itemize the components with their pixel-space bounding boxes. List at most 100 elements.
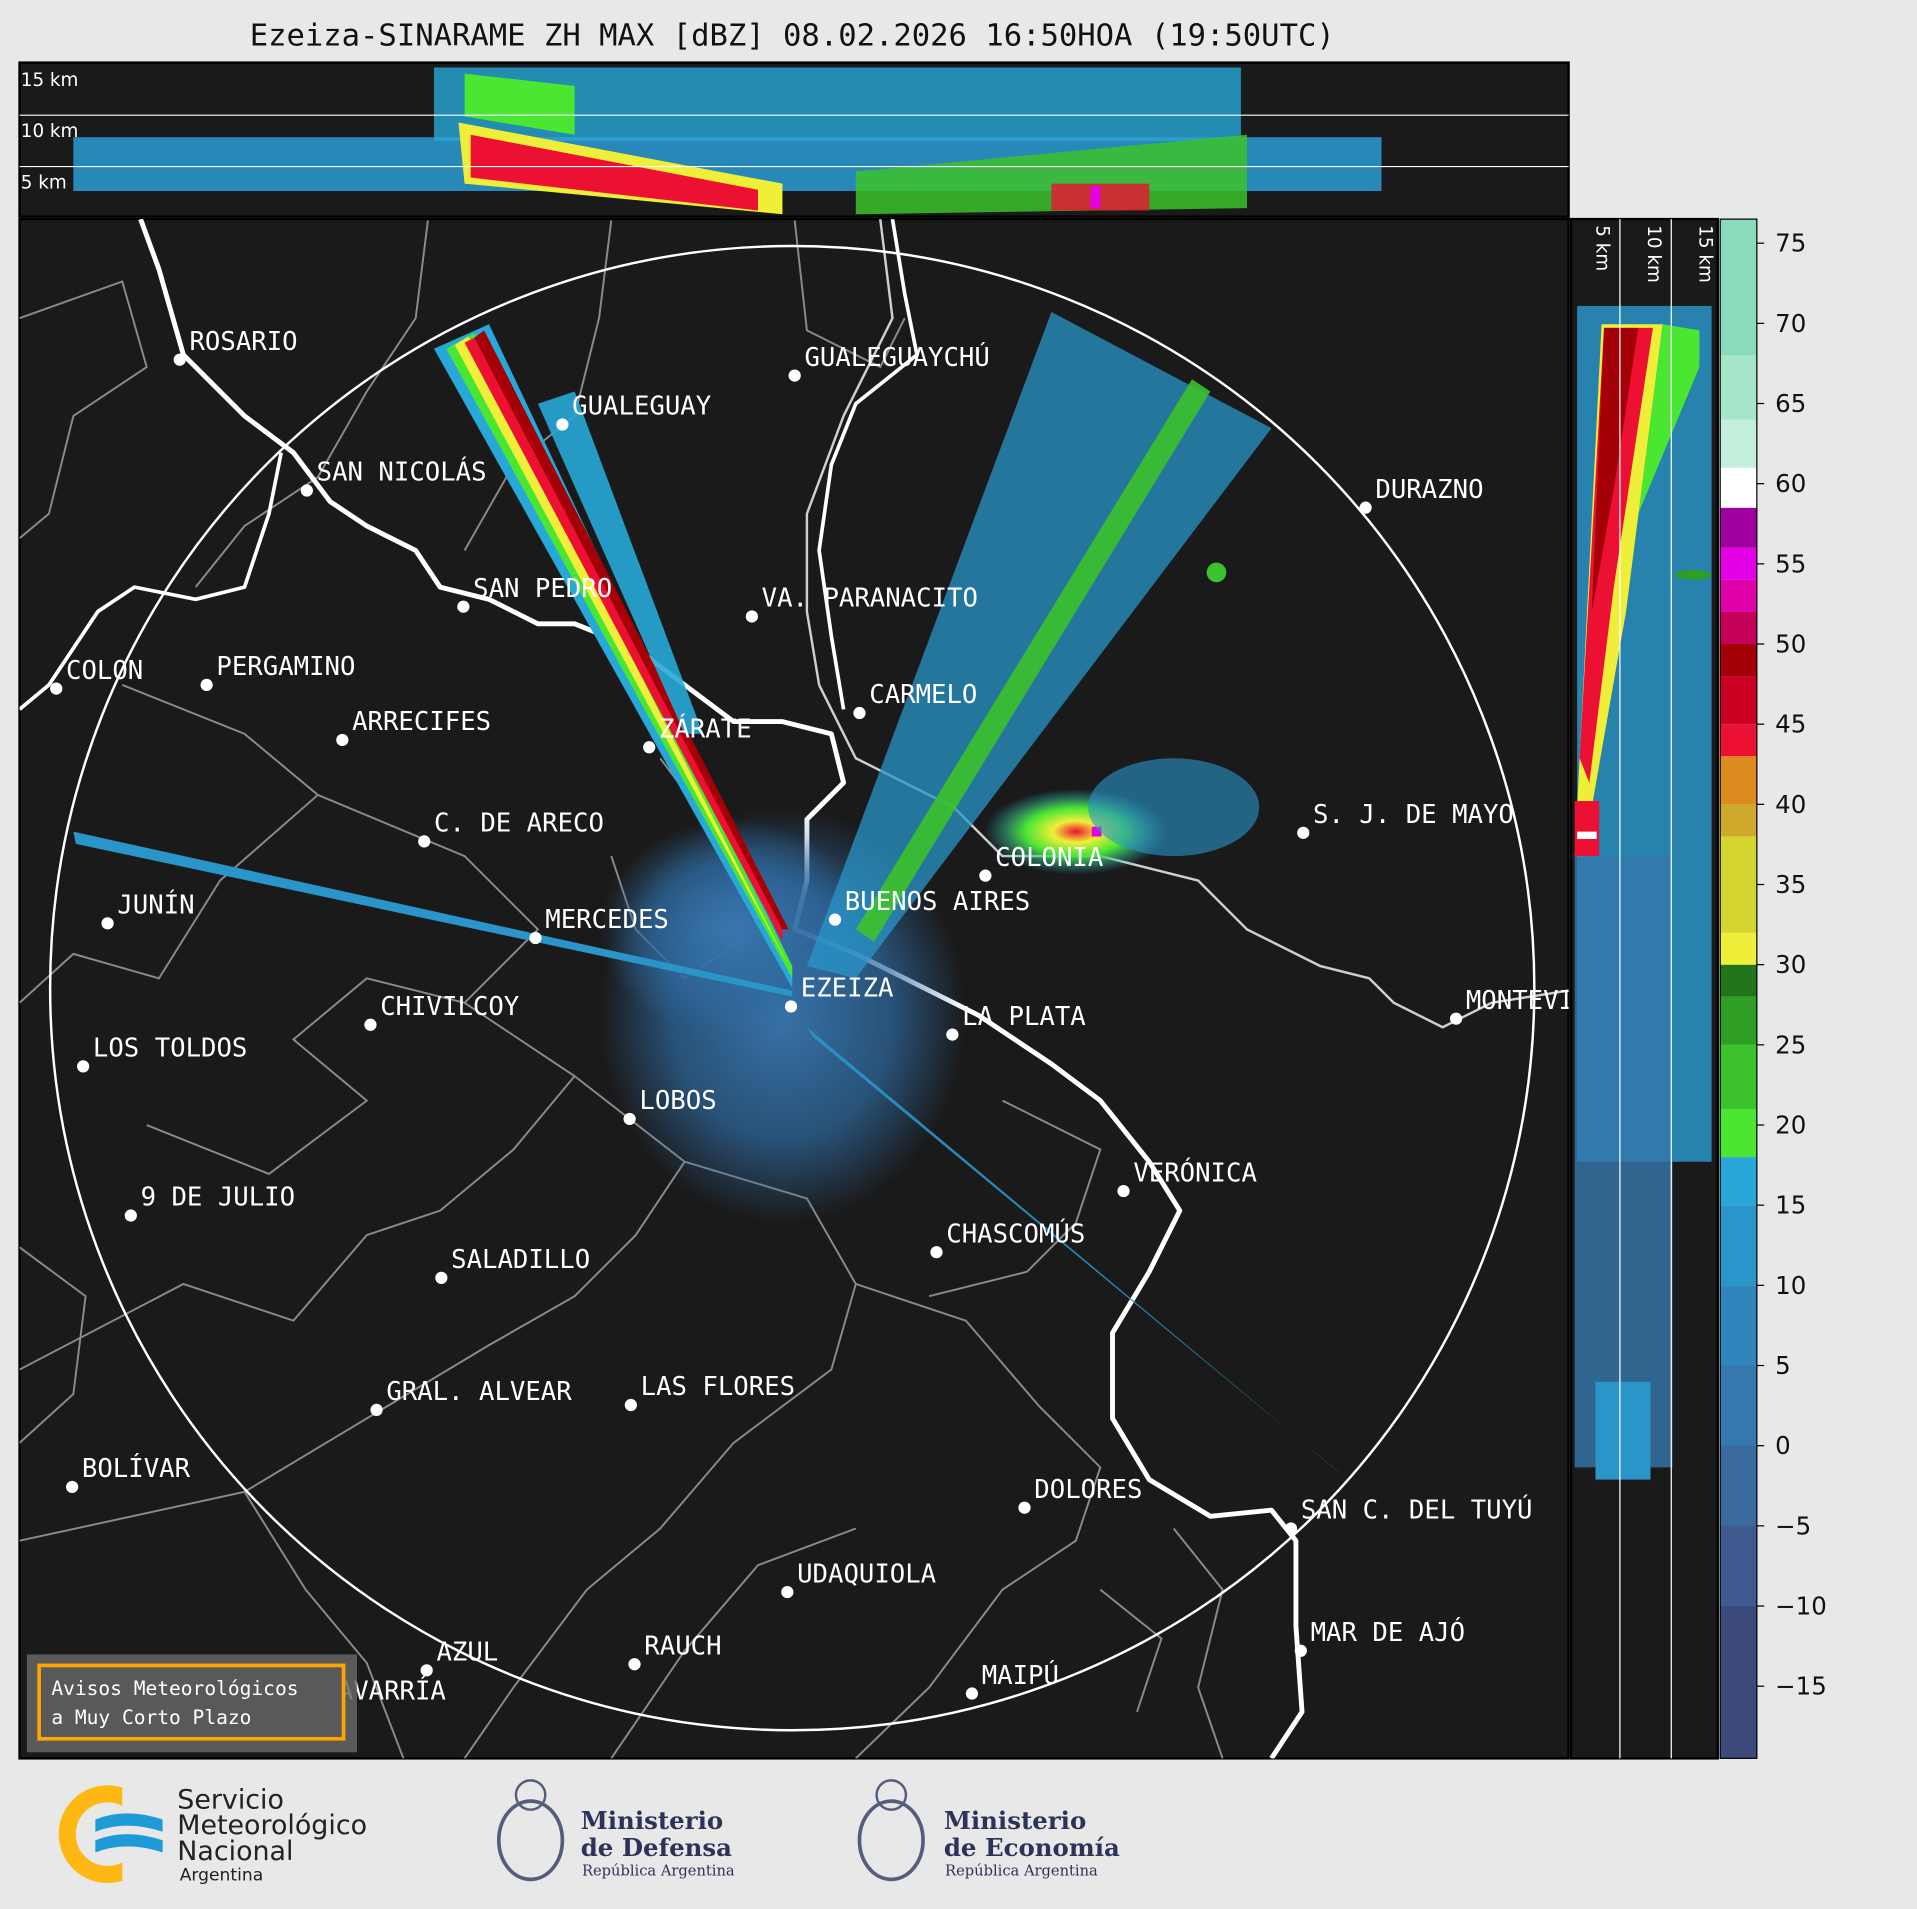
city-dot: [623, 1112, 636, 1126]
city-label: LA PLATA: [962, 1002, 1086, 1032]
city-dot: [745, 610, 758, 623]
colorbar-tick-label: −15: [1775, 1672, 1827, 1701]
city-dot: [77, 1060, 90, 1073]
city-marker: PERGAMINO: [200, 652, 355, 692]
city-marker: ZÁRATE: [643, 712, 752, 754]
city-label: GRAL. ALVEAR: [386, 1377, 572, 1407]
city-label: SALADILLO: [451, 1245, 590, 1275]
colorbar-tick-label: 5: [1775, 1351, 1791, 1380]
city-label: GUALEGUAYCHÚ: [804, 341, 989, 373]
city-marker: C. DE ARECO: [418, 809, 604, 848]
economia-line3: República Argentina: [945, 1863, 1098, 1880]
economia-line2: de Economía: [944, 1833, 1120, 1862]
colorbar-segment: [1720, 1285, 1757, 1366]
city-marker: MONTEVIDEO: [1449, 986, 1569, 1025]
smn-line3: Nacional: [177, 1836, 293, 1867]
city-marker: DURAZNO: [1359, 475, 1484, 514]
smn-line1: Servicio: [177, 1784, 284, 1815]
alert-button[interactable]: Avisos Meteorológicos a Muy Corto Plazo: [26, 1654, 357, 1753]
defensa-line2: de Defensa: [581, 1833, 732, 1862]
city-marker: RAUCH: [628, 1631, 722, 1671]
colorbar-tick-label: 75: [1775, 229, 1806, 258]
side-height-label-10km: 10 km: [1643, 225, 1664, 283]
city-marker: VA. PARANACITO: [745, 584, 978, 623]
city-dot: [965, 1687, 979, 1700]
city-marker: DOLORES: [1018, 1475, 1142, 1514]
colorbar-segment: [1720, 676, 1757, 725]
colorbar-segment: [1720, 1525, 1757, 1607]
top-height-panel: 15 km 10 km 5 km: [18, 61, 1570, 218]
colorbar-tick-label: 0: [1775, 1431, 1791, 1460]
city-dot: [781, 1585, 794, 1599]
city-marker: ROSARIO: [173, 327, 298, 366]
city-label: BOLÍVAR: [82, 1452, 191, 1484]
colorbar-tick-label: 40: [1775, 790, 1806, 819]
city-dot: [101, 917, 114, 930]
city-dot: [624, 1398, 637, 1412]
city-dot: [529, 931, 542, 945]
colorbar-segment: [1720, 419, 1757, 468]
city-label: VERÓNICA: [1133, 1156, 1257, 1188]
colorbar-segment: [1720, 611, 1757, 645]
colorbar-segment: [1720, 836, 1757, 933]
radar-range-ring: [48, 244, 1536, 1732]
colorbar-segment: [1720, 1044, 1757, 1109]
city-marker: BOLÍVAR: [66, 1452, 191, 1494]
city-label: MERCEDES: [545, 905, 669, 935]
city-marker: COLONIA: [979, 843, 1103, 882]
smn-logo: Servicio Meteorológico Nacional Argentin…: [58, 1784, 367, 1886]
ministerio-economia-logo: Ministerio de Economía República Argenti…: [857, 1779, 1120, 1882]
city-dot: [1449, 1012, 1463, 1025]
city-marker: BUENOS AIRES: [828, 887, 1030, 926]
city-dot: [1297, 826, 1310, 839]
colorbar-segment: [1720, 804, 1757, 837]
city-label: LOS TOLDOS: [93, 1034, 247, 1064]
city-label: S. J. DE MAYO: [1313, 800, 1514, 830]
city-label: COLONIA: [995, 843, 1103, 873]
city-dot: [930, 1246, 943, 1259]
city-label: C. DE ARECO: [434, 809, 604, 839]
height-label-5km: 5 km: [21, 173, 67, 194]
city-dot: [979, 869, 992, 882]
colorbar-tick-label: 30: [1775, 950, 1806, 979]
city-marker: GUALEGUAYCHÚ: [788, 341, 990, 382]
city-marker: EZEIZA: [784, 974, 893, 1013]
city-dot: [784, 1000, 798, 1013]
colorbar-segment: [1720, 1108, 1757, 1158]
city-label: DURAZNO: [1375, 475, 1483, 505]
coat-of-arms-icon: [496, 1799, 565, 1882]
city-dot: [556, 418, 569, 431]
city-dot: [435, 1271, 448, 1284]
city-dot: [853, 706, 866, 720]
city-marker: GUALEGUAY: [556, 392, 711, 431]
city-label: GUALEGUAY: [572, 392, 711, 422]
city-label: LAS FLORES: [641, 1372, 795, 1402]
colorbar-segment: [1720, 644, 1757, 677]
city-label: ARRECIFES: [352, 707, 491, 737]
colorbar-segment: [1720, 724, 1757, 757]
colorbar-tick-label: −5: [1775, 1511, 1811, 1540]
city-label: JUNÍN: [117, 889, 194, 921]
city-labels: ROSARIO GUALEGUAYCHÚ GUALEGUAY SAN NICOLÁS D…: [50, 327, 1569, 1716]
city-dot: [420, 1664, 433, 1677]
city-dot: [643, 741, 656, 754]
city-dot: [50, 682, 63, 695]
city-dot: [364, 1018, 377, 1031]
city-dot: [300, 484, 313, 497]
city-label: CARMELO: [869, 680, 977, 710]
colorbar-tick-label: 65: [1775, 389, 1806, 418]
colorbar-tick-label: 35: [1775, 870, 1806, 899]
city-label: LOBOS: [639, 1086, 716, 1116]
city-label: PERGAMINO: [216, 652, 355, 682]
colorbar-segment: [1720, 547, 1757, 580]
radar-map[interactable]: ROSARIO GUALEGUAYCHÚ GUALEGUAY SAN NICOLÁS D…: [18, 217, 1621, 1760]
city-label: DOLORES: [1034, 1475, 1142, 1505]
colorbar-tick-label: 70: [1775, 309, 1806, 338]
colorbar-segment: [1720, 355, 1757, 420]
defensa-line3: República Argentina: [582, 1863, 735, 1880]
city-marker: COLON: [50, 656, 143, 695]
city-marker: CHASCOMÚS: [930, 1217, 1085, 1259]
colorbar-segment: [1720, 1157, 1757, 1206]
